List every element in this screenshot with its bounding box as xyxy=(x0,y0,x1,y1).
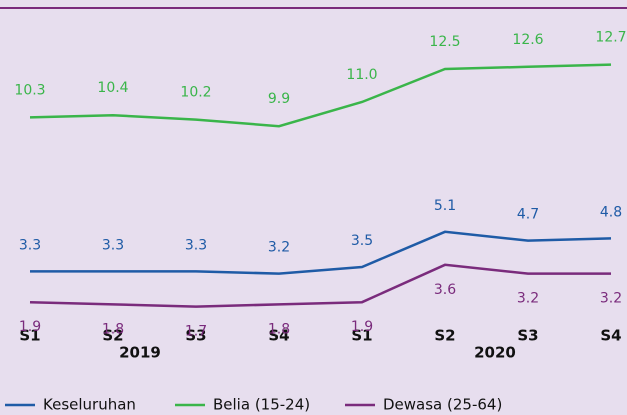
legend-label: Dewasa (25-64) xyxy=(383,396,502,414)
data-label: 1.8 xyxy=(102,321,124,337)
data-label: 1.9 xyxy=(351,319,373,335)
data-label: 10.2 xyxy=(180,85,211,101)
x-tick-label: S1 xyxy=(19,327,40,345)
data-label: 3.3 xyxy=(185,237,207,253)
group-label: 2020 xyxy=(474,344,516,362)
data-label: 3.2 xyxy=(268,240,290,256)
series-line xyxy=(29,63,612,128)
data-label: 3.3 xyxy=(19,237,41,253)
data-label: 12.7 xyxy=(595,30,626,46)
x-tick-label: S2 xyxy=(434,327,455,345)
data-label: 3.5 xyxy=(351,233,373,249)
x-tick-label: S4 xyxy=(600,327,621,345)
x-tick-label: S3 xyxy=(517,327,538,345)
series-line xyxy=(29,263,611,308)
series-line xyxy=(30,230,612,275)
data-label: 3.6 xyxy=(434,282,456,298)
data-label: 1.9 xyxy=(19,319,41,335)
data-label: 5.1 xyxy=(434,198,456,214)
data-label: 1.7 xyxy=(185,324,207,340)
x-tick-label: S4 xyxy=(268,327,289,345)
data-label: 1.8 xyxy=(268,321,290,337)
data-label: 10.4 xyxy=(97,80,128,96)
legend-label: Keseluruhan xyxy=(43,396,136,414)
x-tick-label: S1 xyxy=(351,327,372,345)
data-label: 11.0 xyxy=(346,67,377,83)
data-label: 9.9 xyxy=(268,91,290,107)
legend-label: Belia (15-24) xyxy=(213,396,310,414)
data-label: 3.2 xyxy=(517,291,539,307)
data-label: 12.5 xyxy=(429,34,460,50)
data-label: 12.6 xyxy=(512,32,543,48)
x-tick-label: S3 xyxy=(185,327,206,345)
group-label: 2019 xyxy=(119,344,161,362)
data-label: 3.2 xyxy=(600,291,622,307)
data-label: 4.8 xyxy=(600,204,622,220)
x-tick-label: S2 xyxy=(102,327,123,345)
data-label: 10.3 xyxy=(14,82,45,98)
data-label: 3.3 xyxy=(102,237,124,253)
data-label: 4.7 xyxy=(517,207,539,223)
